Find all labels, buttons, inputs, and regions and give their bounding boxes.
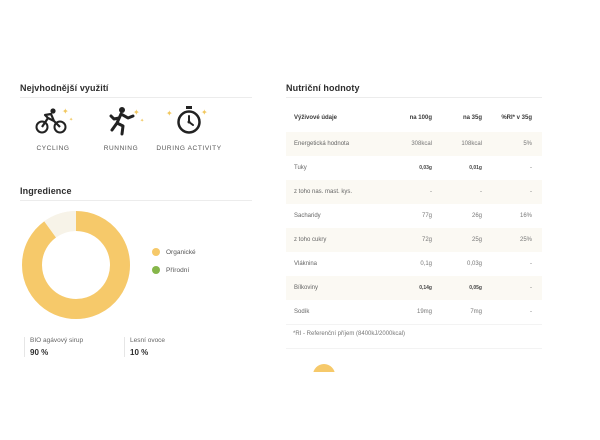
ingredient-item: Lesní ovoce 10 %	[124, 337, 165, 357]
usage-label-cycling: CYCLING	[36, 145, 70, 152]
cell-per-100g: 0,1g	[420, 261, 432, 267]
legend-dot-natural	[152, 266, 160, 274]
ingredients-title: Ingredience	[20, 186, 72, 196]
running-icon: ✦ ✦	[86, 106, 156, 136]
nutrition-footnote: *RI - Referenční příjem (8400kJ/2000kcal…	[293, 331, 406, 337]
partial-accent-circle	[313, 364, 335, 372]
usage-title: Nejvhodnější využití	[20, 83, 109, 93]
usage-divider	[20, 97, 252, 98]
legend-label-natural: Přírodní	[166, 266, 190, 274]
cell-per-100g: 0,03g	[419, 165, 432, 171]
usage-label-during-activity: DURING ACTIVITY	[156, 145, 222, 152]
donut-slice-organic	[22, 211, 130, 319]
usage-item-during-activity: ✦ ✦ DURING ACTIVITY	[154, 106, 224, 152]
legend-dot-organic	[152, 248, 160, 256]
cell-nutrient: Vláknina	[294, 261, 318, 267]
cell-ri: 5%	[482, 132, 542, 156]
table-row: Sodík 19mg 7mg -	[286, 300, 542, 324]
cell-ri: -	[482, 180, 542, 204]
table-row: Vláknina 0,1g 0,03g -	[286, 252, 542, 276]
cell-nutrient: z toho cukry	[286, 228, 372, 252]
cell-ri: 25%	[482, 228, 542, 252]
cell-per-35g: 108kcal	[432, 132, 482, 156]
cycling-icon: ✦ ✦	[18, 106, 88, 136]
cell-per-35g: 7mg	[470, 309, 482, 315]
ingredients-divider	[20, 200, 252, 201]
cell-per-100g: 0,14g	[372, 276, 432, 300]
usage-item-cycling: ✦ ✦ CYCLING	[18, 106, 88, 152]
usage-label-running: RUNNING	[103, 145, 139, 152]
cell-ri: -	[530, 165, 532, 171]
cell-per-35g: -	[432, 180, 482, 204]
ingredient-percent: 90 %	[30, 348, 49, 357]
cell-per-35g: 0,01g	[469, 165, 482, 171]
nutrition-table: Výživové údaje na 100g na 35g %RI* v 35g…	[286, 104, 542, 324]
cell-nutrient: Sodík	[294, 309, 310, 315]
cell-per-35g: 26g	[471, 213, 482, 219]
nutrition-footer-divider	[286, 324, 542, 325]
table-row: Bílkoviny 0,14g 0,05g -	[286, 276, 542, 300]
nutrition-header-row: Výživové údaje na 100g na 35g %RI* v 35g	[286, 104, 542, 132]
cell-ri: -	[530, 309, 532, 315]
ingredient-name: Lesní ovoce	[130, 337, 166, 344]
header-per-100g: na 100g	[409, 115, 432, 121]
nutrition-title: Nutriční hodnoty	[286, 83, 360, 93]
table-row: Sacharidy 77g 26g 16%	[286, 204, 542, 228]
usage-item-running: ✦ ✦ RUNNING	[86, 106, 156, 152]
cell-per-100g: 308kcal	[372, 132, 432, 156]
ingredient-name: BIO agávový sirup	[30, 337, 84, 344]
cell-ri: -	[482, 276, 542, 300]
cell-nutrient: Tuky	[294, 165, 307, 171]
legend-natural: Přírodní	[152, 266, 189, 274]
header-nutrient: Výživové údaje	[294, 115, 338, 121]
stopwatch-icon: ✦ ✦	[154, 106, 224, 136]
cell-per-100g: 19mg	[416, 309, 432, 315]
cell-nutrient: Sacharidy	[294, 213, 321, 219]
table-row: Tuky 0,03g 0,01g -	[286, 156, 542, 180]
cell-ri: 16%	[519, 213, 532, 219]
ingredient-percent: 10 %	[130, 348, 149, 357]
cell-ri: -	[530, 261, 532, 267]
cell-per-100g: 72g	[372, 228, 432, 252]
table-row: z toho cukry 72g 25g 25%	[286, 228, 542, 252]
cell-per-35g: 0,03g	[466, 261, 482, 267]
nutrition-divider	[286, 97, 542, 98]
cell-per-35g: 25g	[432, 228, 482, 252]
legend-organic: Organické	[152, 248, 196, 256]
legend-label-organic: Organické	[166, 248, 196, 256]
cell-per-35g: 0,05g	[432, 276, 482, 300]
ingredient-item: BIO agávový sirup 90 %	[24, 337, 83, 357]
cell-nutrient: Bílkoviny	[286, 276, 372, 300]
ingredients-donut-chart	[22, 211, 130, 319]
cell-per-100g: 77g	[421, 213, 432, 219]
cell-per-100g: -	[372, 180, 432, 204]
table-row: z toho nas. mast. kys. - - -	[286, 180, 542, 204]
donut-slice-natural	[44, 211, 77, 238]
table-row: Energetická hodnota 308kcal 108kcal 5%	[286, 132, 542, 156]
header-ri: %RI* v 35g	[501, 115, 532, 121]
header-per-35g: na 35g	[462, 115, 482, 121]
cell-nutrient: Energetická hodnota	[286, 132, 372, 156]
cell-nutrient: z toho nas. mast. kys.	[286, 180, 372, 204]
nutrition-bottom-divider	[286, 348, 542, 349]
